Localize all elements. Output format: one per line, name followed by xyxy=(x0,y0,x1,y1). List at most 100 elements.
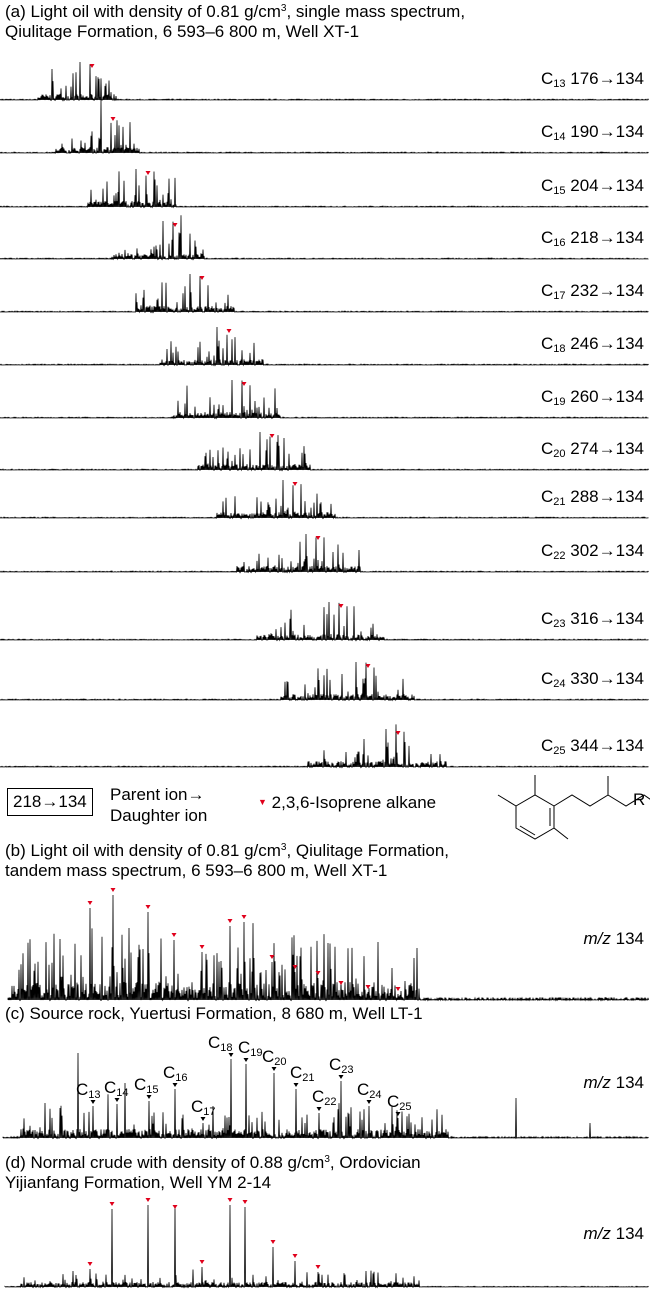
trace-18 xyxy=(0,326,649,367)
isoprene-marker-icon xyxy=(87,1262,93,1266)
peak-marker-icon xyxy=(200,1117,206,1121)
isoprene-marker-icon xyxy=(292,965,298,969)
peak-label-c24: C24 xyxy=(357,1080,382,1101)
panel-a-title: (a) Light oil with density of 0.81 g/cm3… xyxy=(5,2,466,21)
isoprene-marker-icon xyxy=(292,1254,298,1258)
panel-d-subtitle: Yijianfang Formation, Well YM 2-14 xyxy=(5,1173,272,1192)
trace-21 xyxy=(0,479,649,520)
isoprene-marker-icon xyxy=(269,955,275,959)
isoprene-marker-icon xyxy=(110,117,116,121)
isoprene-marker-icon xyxy=(365,664,371,668)
peak-marker-icon xyxy=(316,1107,322,1111)
peak-marker-icon xyxy=(271,1067,277,1071)
peak-label-c18: C18 xyxy=(208,1033,233,1054)
isoprene-marker-icon xyxy=(227,919,233,923)
trace-22 xyxy=(0,533,649,574)
peak-label-c16: C16 xyxy=(163,1063,188,1084)
trace-label-c13: C13 176→134 xyxy=(541,69,644,90)
trace-25 xyxy=(0,724,649,769)
isoprene-marker-icon xyxy=(109,1202,115,1206)
trace-13 xyxy=(0,61,649,102)
isoprene-marker-icon xyxy=(269,434,275,438)
trace-label-c16: C16 218→134 xyxy=(541,228,644,249)
isoprene-marker-icon xyxy=(199,945,205,949)
peak-label-c17: C17 xyxy=(191,1097,216,1118)
isoprene-marker-icon xyxy=(365,985,371,989)
panel-c-mz-label: m/z 134 xyxy=(583,1073,645,1092)
legend-marker-label: ▼ 2,3,6-Isoprene alkane xyxy=(258,793,437,812)
isoprene-marker-icon xyxy=(315,971,321,975)
legend-transition-box: 218→134 xyxy=(7,788,93,816)
peak-marker-icon xyxy=(146,1095,152,1099)
peak-marker-icon xyxy=(366,1100,372,1104)
peak-marker-icon xyxy=(90,1100,96,1104)
isoprene-marker-icon xyxy=(171,933,177,937)
trace-24 xyxy=(0,661,649,702)
peak-marker-icon xyxy=(395,1112,401,1116)
trace-b xyxy=(7,894,649,1002)
panel-b-mz-label: m/z 134 xyxy=(583,929,645,948)
isoprene-alkane-structure xyxy=(497,775,650,840)
isoprene-marker-icon xyxy=(227,1198,233,1202)
legend-parent-ion: Parent ion→ xyxy=(110,785,205,804)
isoprene-marker-icon xyxy=(110,888,116,892)
isoprene-marker-icon xyxy=(292,482,298,486)
isoprene-marker-icon xyxy=(338,604,344,608)
peak-label-c23: C23 xyxy=(329,1055,354,1076)
peak-label-c22: C22 xyxy=(312,1087,337,1108)
peak-marker-icon xyxy=(338,1075,344,1079)
legend-daughter-ion: Daughter ion xyxy=(110,806,208,825)
trace-17 xyxy=(0,273,649,314)
trace-label-c24: C24 330→134 xyxy=(541,669,644,690)
isoprene-marker-icon xyxy=(199,276,205,280)
isoprene-marker-icon xyxy=(145,905,151,909)
panel-d-mz-label: m/z 134 xyxy=(583,1224,645,1243)
peak-label-c15: C15 xyxy=(134,1075,159,1096)
isoprene-marker-icon xyxy=(242,1200,248,1204)
isoprene-marker-icon xyxy=(241,382,247,386)
peak-marker-icon xyxy=(172,1083,178,1087)
structure-r-label: R xyxy=(633,790,646,809)
red-triangle-icon: ▼ xyxy=(258,797,267,807)
trace-23 xyxy=(0,601,649,642)
trace-label-c23: C23 316→134 xyxy=(541,609,644,630)
trace-label-c20: C20 274→134 xyxy=(541,439,644,460)
trace-label-c18: C18 246→134 xyxy=(541,334,644,355)
trace-label-c25: C25 344→134 xyxy=(541,736,644,757)
isoprene-marker-icon xyxy=(89,64,95,68)
peak-marker-icon xyxy=(114,1098,120,1102)
trace-14 xyxy=(0,98,649,155)
panel-a-subtitle: Qiulitage Formation, 6 593–6 800 m, Well… xyxy=(5,22,360,41)
peak-label-c14: C14 xyxy=(104,1078,129,1099)
peak-marker-icon xyxy=(293,1083,299,1087)
isoprene-marker-icon xyxy=(172,223,178,227)
trace-19 xyxy=(0,379,649,420)
isoprene-marker-icon xyxy=(199,1260,205,1264)
isoprene-marker-icon xyxy=(315,536,321,540)
trace-d xyxy=(4,1204,649,1289)
trace-label-c17: C17 232→134 xyxy=(541,281,644,302)
isoprene-marker-icon xyxy=(315,1265,321,1269)
trace-label-c19: C19 260→134 xyxy=(541,387,644,408)
panel-b-subtitle: tandem mass spectrum, 6 593–6 800 m, Wel… xyxy=(5,861,388,880)
peak-label-c13: C13 xyxy=(76,1080,101,1101)
isoprene-marker-icon xyxy=(241,915,247,919)
peak-marker-icon xyxy=(228,1053,234,1057)
isoprene-marker-icon xyxy=(395,987,401,991)
trace-20 xyxy=(0,431,649,472)
isoprene-marker-icon xyxy=(270,1240,276,1244)
peak-marker-icon xyxy=(243,1058,249,1062)
peak-label-c21: C21 xyxy=(290,1063,315,1084)
isoprene-marker-icon xyxy=(226,329,232,333)
isoprene-marker-icon xyxy=(87,901,93,905)
isoprene-marker-icon xyxy=(145,171,151,175)
trace-label-c15: C15 204→134 xyxy=(541,176,644,197)
peak-label-c25: C25 xyxy=(387,1092,412,1113)
trace-c xyxy=(2,1052,649,1140)
panel-c-title: (c) Source rock, Yuertusi Formation, 8 6… xyxy=(5,1004,423,1023)
trace-label-c14: C14 190→134 xyxy=(541,122,644,143)
panel-d-title: (d) Normal crude with density of 0.88 g/… xyxy=(5,1153,421,1172)
peak-label-c19: C19 xyxy=(238,1038,263,1059)
isoprene-marker-icon xyxy=(172,1205,178,1209)
